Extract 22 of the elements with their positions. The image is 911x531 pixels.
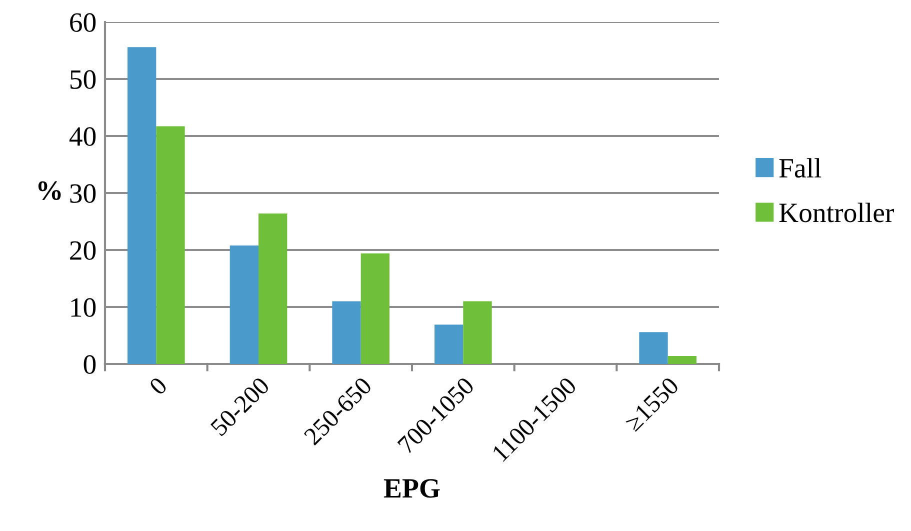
y-tick-label: 20 <box>70 241 96 260</box>
y-tick-label: 40 <box>69 127 96 146</box>
bar <box>230 245 258 364</box>
y-tick-label: 50 <box>70 70 96 89</box>
x-tick-label: 0 <box>148 376 168 396</box>
y-tick-label: 10 <box>71 298 96 317</box>
y-axis-title: % <box>38 181 61 200</box>
bar <box>360 253 390 364</box>
bar <box>332 301 361 364</box>
bar <box>463 301 492 364</box>
bar <box>434 324 464 364</box>
y-tick-label: 0 <box>84 355 96 374</box>
bar <box>668 356 696 364</box>
bar <box>639 332 668 364</box>
bar <box>128 47 156 364</box>
bar <box>258 214 288 364</box>
legend-label: Kontroller <box>779 202 894 222</box>
bar <box>156 126 185 364</box>
y-tick-label: 30 <box>70 184 96 203</box>
legend-label: Fall <box>779 158 822 178</box>
x-axis-title: EPG <box>384 479 440 498</box>
y-tick-label: 60 <box>70 13 96 32</box>
